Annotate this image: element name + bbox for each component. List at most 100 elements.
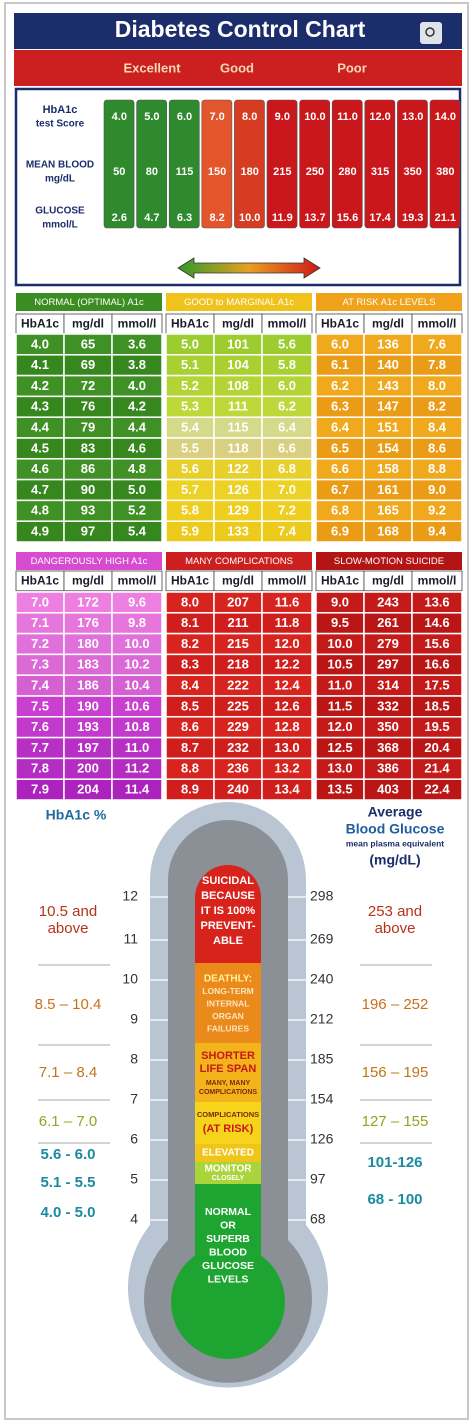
cell-value: 12.0 [327,719,352,734]
scale-right: 240 [310,971,334,987]
cell-value: 16.6 [424,657,449,672]
cell-value: 4.9 [31,524,49,539]
cell-value: 8.4 [428,420,447,435]
cell-value: 7.6 [428,336,446,351]
cell-value: 225 [227,698,249,713]
left-range: 5.1 - 5.5 [40,1174,95,1191]
cell-value: 6.4 [278,420,297,435]
cell-value: 6.5 [331,440,349,455]
right-title: Average [368,804,423,820]
cell-value: 14.6 [424,615,449,630]
right-range: 68 - 100 [367,1191,422,1208]
cell-value: 200 [77,761,99,776]
right-subtitle: mean plasma equivalent [346,838,444,848]
cell-value: 7.7 [31,740,49,755]
scale-right: 212 [310,1011,334,1027]
zone-label: CLOSELY [212,1175,245,1182]
cell-value: 8.0 [181,594,199,609]
cell-value: 204 [77,782,99,797]
table-title: GOOD to MARGINAL A1c [184,297,294,308]
cell-value: 72 [81,378,95,393]
cell-value: 211 [228,615,249,630]
summary-column [234,99,265,229]
cell-value: 4.1 [31,357,49,372]
cell-value: 13.2 [274,761,299,776]
summary-value: 5.0 [144,111,159,123]
cell-value: 7.3 [31,657,49,672]
scale-right: 298 [310,888,334,904]
cell-value: 6.8 [331,503,349,518]
right-range: 196 – 252 [362,996,429,1013]
cell-value: 11.0 [125,740,150,755]
zoom-icon[interactable] [420,22,442,44]
cell-value: 122 [227,461,249,476]
column-header: mmol/l [268,317,307,331]
scale-left: 11 [123,931,138,947]
cell-value: 7.8 [31,761,49,776]
row-label: HbA1c [43,104,78,116]
cell-value: 6.6 [278,440,296,455]
column-header: mmol/l [418,317,457,331]
right-range: 127 – 155 [362,1113,429,1130]
cell-value: 4.0 [128,378,146,393]
cell-value: 13.0 [327,761,352,776]
header-cell [261,570,313,592]
cell-value: 6.0 [331,336,349,351]
cell-value: 9.6 [128,594,146,609]
table-title: DANGEROUSLY HIGH A1c [31,556,148,567]
left-range: above [48,920,89,937]
cell-value: 180 [77,636,99,651]
summary-value: 2.6 [112,212,127,224]
cell-value: 140 [377,357,399,372]
summary-value: 4.0 [112,111,127,123]
cell [411,520,463,543]
cell-value: 9.5 [331,615,349,630]
cell-value: 8.4 [181,678,200,693]
cell [261,520,313,543]
cell-value: 3.6 [128,336,146,351]
cell-value: 6.0 [278,378,296,393]
summary-value: 13.0 [402,111,423,123]
summary-column [429,99,461,229]
cell-value: 7.6 [31,719,49,734]
cell-value: 350 [377,719,399,734]
column-header: HbA1c [321,574,359,588]
cell-value: 8.0 [428,378,446,393]
cell-value: 7.2 [31,636,49,651]
cell-value: 83 [81,440,95,455]
cell-value: 8.2 [428,399,446,414]
cell-value: 9.2 [428,503,446,518]
cell-value: 222 [227,678,249,693]
scale-right: 126 [310,1131,334,1147]
cell-value: 3.8 [128,357,146,372]
scale-left: 12 [122,888,138,904]
cell-value: 12.8 [274,719,299,734]
cell-value: 5.0 [128,482,146,497]
cell-value: 4.2 [31,378,49,393]
cell-value: 6.7 [331,482,349,497]
summary-value: 15.6 [337,212,358,224]
cell [111,778,163,801]
rating-bar [14,50,462,86]
left-range: 6.1 – 7.0 [39,1113,97,1130]
cell-value: 314 [377,678,399,693]
cell-value: 12.6 [274,698,299,713]
left-title: HbA1c % [46,807,107,823]
summary-column [331,99,363,229]
column-header: mmol/l [118,574,157,588]
cell-value: 8.2 [181,636,199,651]
column-header: mmol/l [268,574,307,588]
cell-value: 143 [377,378,399,393]
cell-value: 386 [377,761,399,776]
right-title: Blood Glucose [346,821,445,837]
cell-value: 10.5 [327,657,352,672]
cell-value: 165 [377,503,399,518]
cell-value: 86 [81,461,95,476]
zone-label: COMPLICATIONS [197,1110,259,1119]
zone-monitor [195,1162,261,1184]
column-header: mg/dl [222,317,254,331]
zone-label: IT IS 100% [201,905,256,917]
table-title-bar [316,552,462,570]
cell-value: 11.6 [275,594,300,609]
cell-value: 4.4 [128,420,147,435]
